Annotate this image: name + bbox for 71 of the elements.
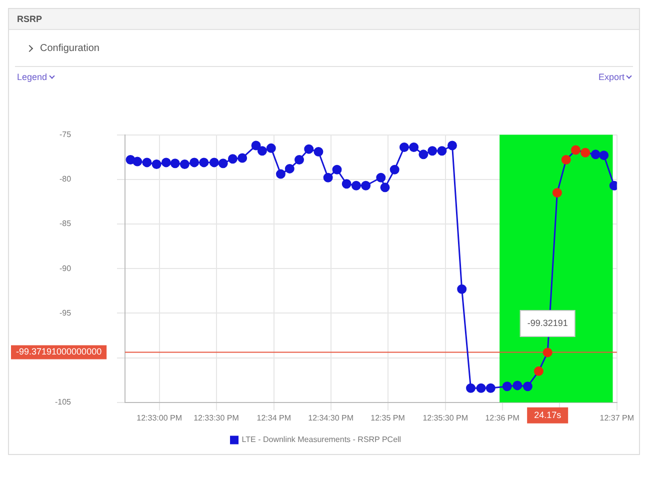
y-tick-label: -80 bbox=[59, 174, 72, 184]
point bbox=[428, 146, 438, 156]
point bbox=[294, 155, 304, 165]
point bbox=[342, 179, 352, 189]
point bbox=[257, 146, 267, 156]
point bbox=[351, 180, 361, 190]
point bbox=[323, 172, 333, 182]
x-tick-label: 12:36 PM bbox=[485, 413, 520, 422]
x-tick-label: 12:34 PM bbox=[256, 413, 292, 422]
point bbox=[502, 382, 512, 392]
y-tick-label: -90 bbox=[59, 264, 72, 273]
point bbox=[284, 164, 294, 174]
x-tick-label: 12:33:30 PM bbox=[194, 413, 240, 422]
ref-line-label: -99.37191000000000 bbox=[16, 346, 102, 357]
point bbox=[561, 155, 571, 165]
point bbox=[304, 144, 314, 154]
y-tick-label: -105 bbox=[54, 398, 72, 407]
point bbox=[512, 380, 522, 390]
point bbox=[522, 382, 532, 392]
point bbox=[570, 145, 580, 155]
annotation: -99.32191 bbox=[527, 318, 568, 328]
y-tick-label: -85 bbox=[59, 219, 72, 228]
point bbox=[266, 143, 276, 153]
point bbox=[590, 150, 600, 160]
point bbox=[437, 146, 447, 156]
point bbox=[228, 154, 238, 164]
point bbox=[190, 158, 200, 168]
point bbox=[476, 383, 486, 393]
point bbox=[209, 158, 219, 168]
point bbox=[447, 140, 457, 150]
point bbox=[418, 150, 428, 160]
x-tick-label: 12:35:30 PM bbox=[422, 413, 468, 422]
point bbox=[457, 284, 467, 294]
point bbox=[180, 159, 190, 169]
point bbox=[399, 142, 409, 152]
point bbox=[332, 164, 342, 174]
point bbox=[199, 158, 209, 168]
point bbox=[238, 153, 248, 163]
point bbox=[361, 180, 371, 190]
point bbox=[276, 169, 286, 179]
point bbox=[552, 188, 562, 198]
text: 24.17s bbox=[534, 410, 562, 420]
point bbox=[390, 164, 400, 174]
point bbox=[486, 383, 496, 393]
text: Legend bbox=[17, 72, 48, 82]
point bbox=[251, 140, 261, 150]
legend-label: LTE - Downlink Measurements - RSRP PCell bbox=[242, 435, 402, 444]
point bbox=[218, 158, 228, 168]
text: Export bbox=[598, 72, 626, 82]
point bbox=[314, 147, 324, 156]
point bbox=[170, 158, 180, 168]
point bbox=[534, 366, 544, 376]
point bbox=[542, 348, 552, 358]
point bbox=[161, 158, 171, 168]
y-tick-label: -95 bbox=[59, 308, 72, 318]
y-tick-label: -75 bbox=[59, 130, 72, 140]
point bbox=[132, 156, 142, 166]
point bbox=[466, 383, 476, 393]
point bbox=[152, 159, 162, 169]
point bbox=[380, 182, 390, 192]
point bbox=[409, 142, 419, 152]
text: RSRP bbox=[9, 9, 639, 30]
x-tick-label: 12:35 PM bbox=[370, 413, 406, 422]
point bbox=[142, 158, 152, 168]
point bbox=[599, 150, 609, 160]
x-tick-label: 12:34:30 PM bbox=[308, 413, 354, 422]
x-tick-label: 12:33:00 PM bbox=[136, 413, 182, 422]
point bbox=[580, 148, 590, 158]
text: Configuration bbox=[40, 42, 100, 54]
x-tick-label: 12:37 PM bbox=[600, 413, 634, 422]
point bbox=[376, 172, 386, 182]
